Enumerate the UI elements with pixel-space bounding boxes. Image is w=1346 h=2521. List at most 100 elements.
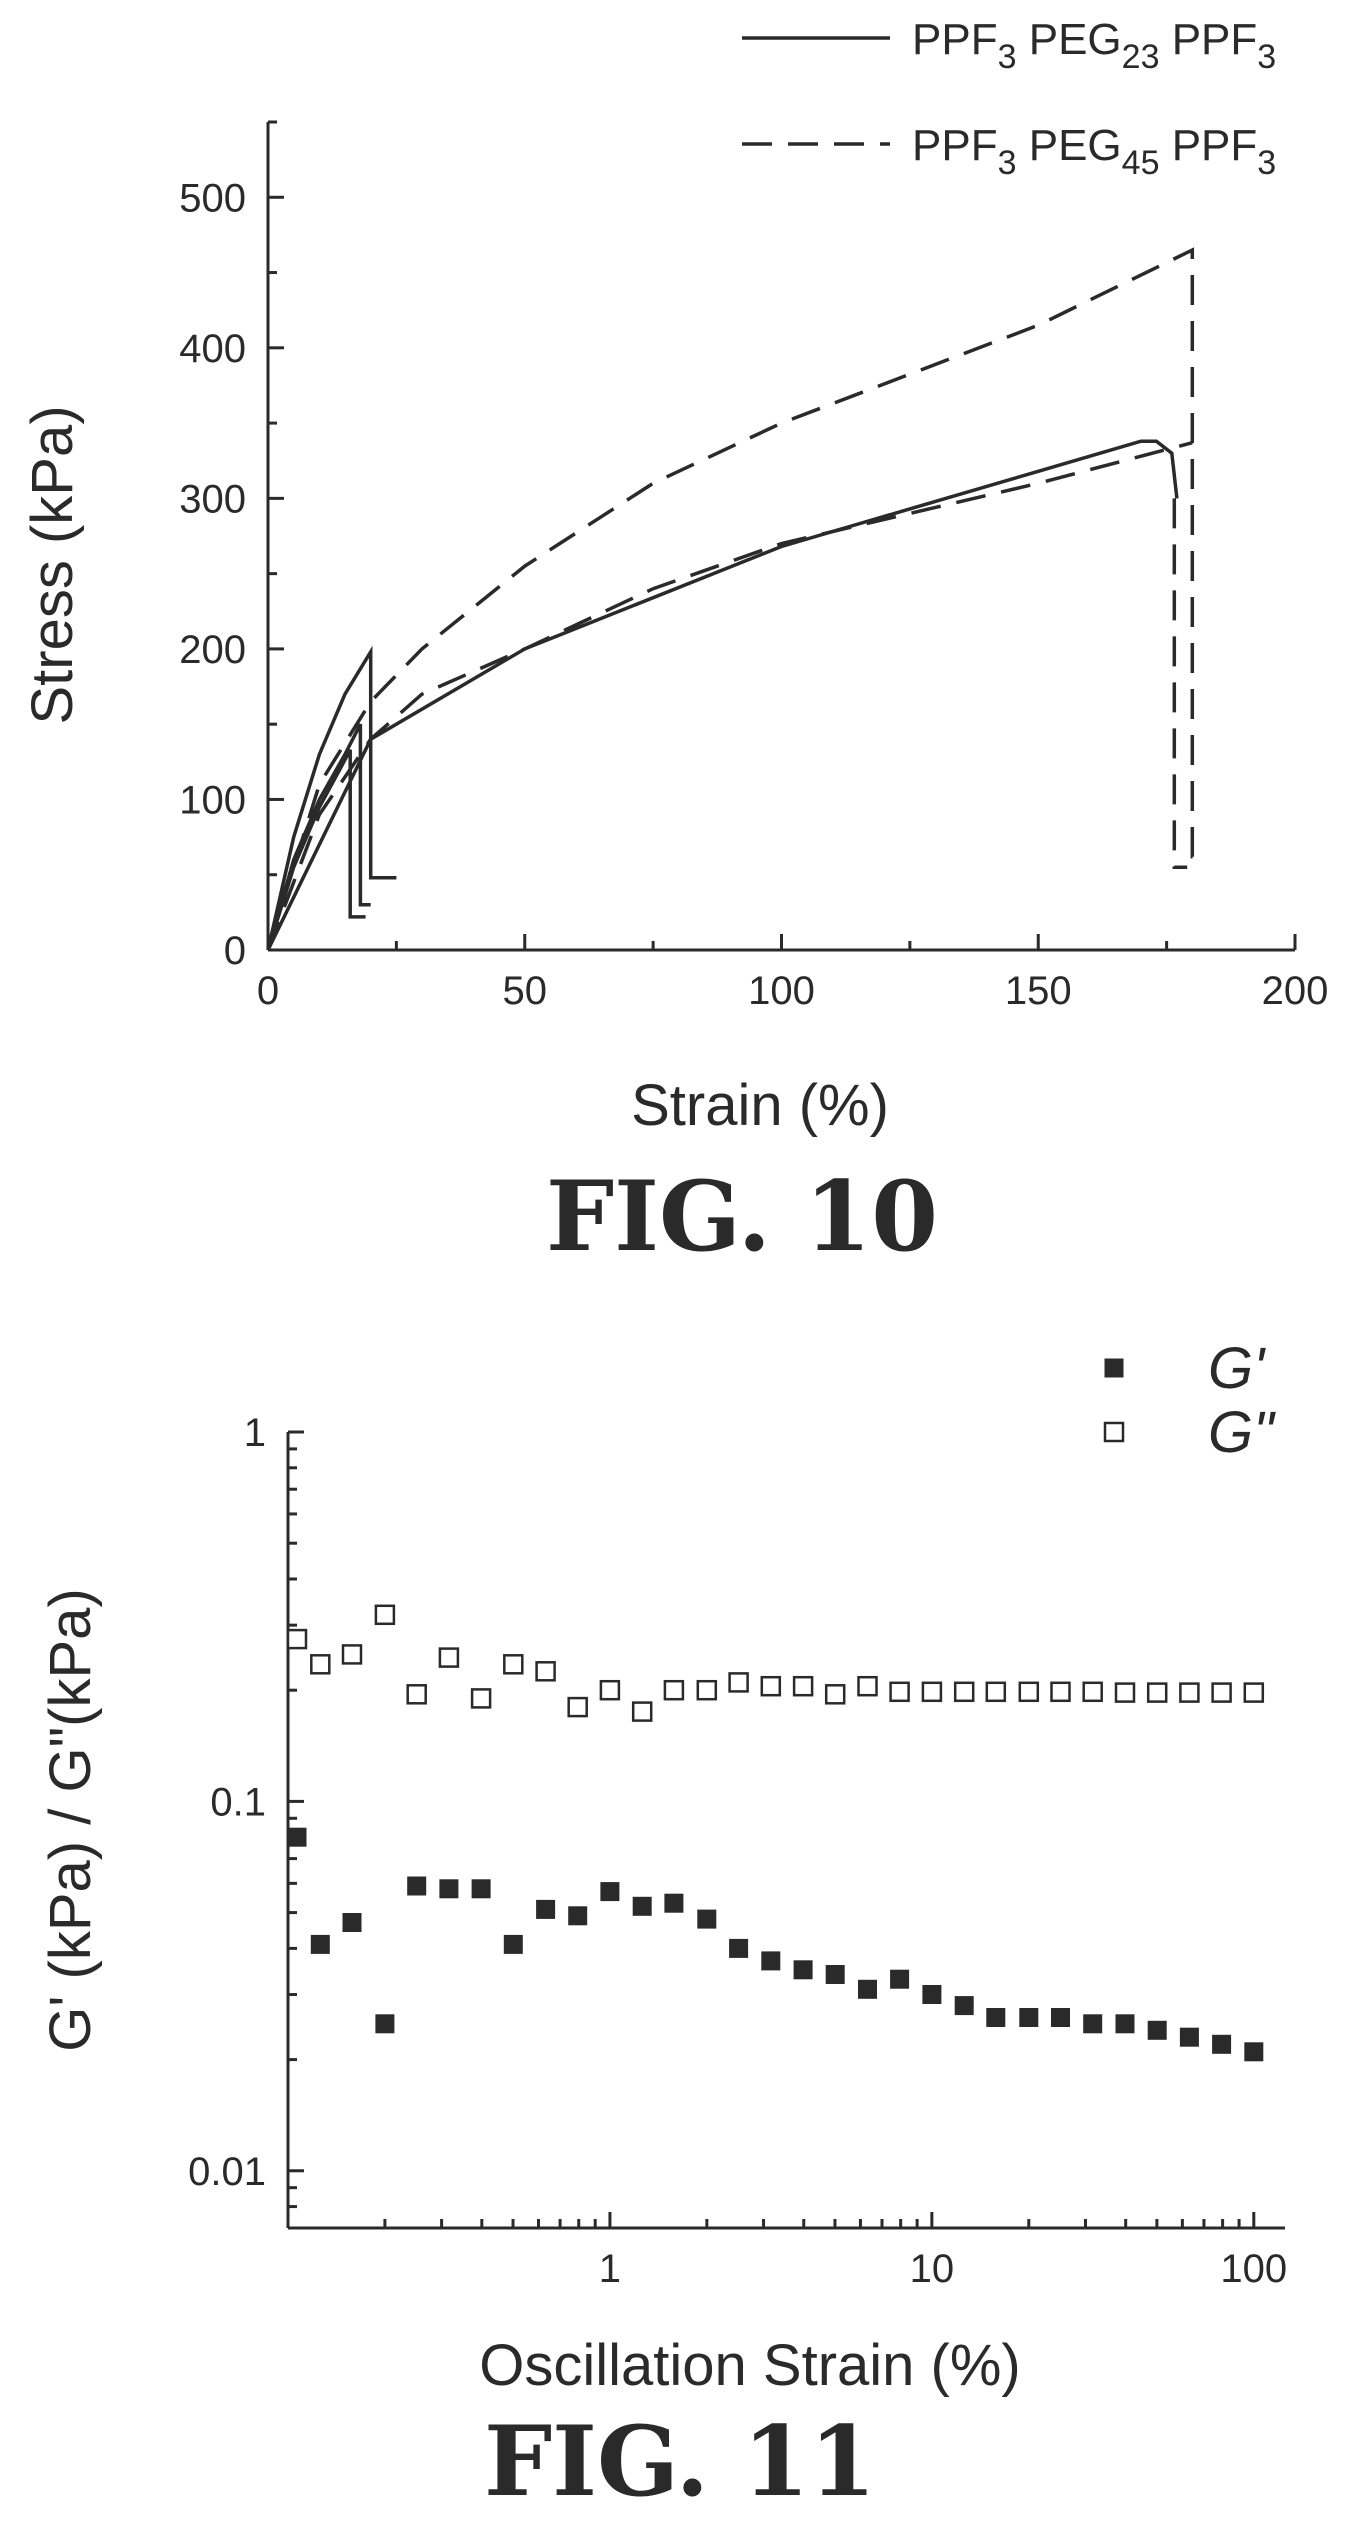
fig10-series-1-solid-line [266,645,397,951]
g-prime-point [342,1913,362,1932]
g-prime-point [825,1965,845,1984]
g-prime-point [1051,2008,1070,2027]
g-prime-point [1019,2008,1039,2027]
fig11-caption: FIG. 11 [484,2405,876,2516]
g-double-prime-point [1114,1682,1136,1703]
fig10-curves [266,247,1203,951]
fig10-y-tick-label: 400 [179,327,246,371]
g-prime-point [1115,2014,1135,2034]
g-double-prime-point [406,1684,427,1705]
fig11-x-tick-label: 100 [1220,2247,1287,2291]
fig10-y-tick-label: 100 [179,778,246,822]
g-prime-point [664,1893,684,1913]
g-double-prime-point [1146,1682,1168,1703]
fig10-x-tick-label: 100 [748,969,815,1013]
legend-text-part: PEG [1017,15,1122,64]
g-prime-point [310,1934,330,1954]
g-double-prime-point [438,1647,460,1668]
g-double-prime-point [1082,1681,1103,1703]
legend-text-part: PPF [1159,121,1257,170]
fig10-y-tick-label: 0 [224,929,246,973]
g-double-prime-point [374,1604,396,1626]
g-prime-point [1244,2042,1264,2062]
legend-text-part: PPF [912,15,998,64]
g-double-prime-point [1243,1682,1265,1703]
g-prime-point [922,1985,942,2004]
g-double-prime-point [921,1681,943,1703]
g-double-prime-point [696,1679,718,1701]
g-prime-point [287,1827,307,1847]
g-prime-point [632,1896,652,1916]
g-double-prime-point [310,1654,331,1675]
fig11-legend-label-1: G' [1208,1336,1266,1401]
fig10-legend-label-1: PPF3 PEG23 PPF3 [912,15,1276,76]
g-double-prime-point [824,1684,846,1705]
fig10-y-axis-title: Stress (kPa) [20,405,85,724]
fig10-series-2-solid-line [266,723,371,951]
legend-subscript: 3 [1257,144,1276,182]
modulus-strain-chart: 1 10 100 0.01 0.1 1 G'G" Oscillation Strain (… [38,1336,1287,2518]
fig10-axes: 0 50 100 150 200 0 100 200 300 400 500 [179,120,1329,1013]
legend-text-part: PEG [1017,121,1122,170]
legend-text-part: PPF [1159,15,1257,64]
g-prime-point [697,1909,717,1929]
fig10-x-tick-label: 200 [1262,969,1329,1013]
g-double-prime-point [567,1696,588,1718]
g-double-prime-point [760,1675,782,1697]
legend-open-square-marker [1103,1421,1125,1443]
g-double-prime-point [1211,1682,1232,1703]
g-double-prime-point [1018,1681,1040,1703]
g-prime-point [954,1996,974,2016]
g-prime-point [890,1969,910,1989]
fig10-x-axis-title: Strain (%) [631,1073,889,1138]
legend-subscript: 3 [998,38,1017,76]
stress-strain-chart: 0 50 100 150 200 0 100 200 300 400 500 PPF3 PEG23 … [20,15,1328,1273]
g-prime-point [471,1879,491,1899]
legend-subscript: 3 [998,144,1017,182]
legend-filled-square-marker [1104,1358,1124,1378]
fig10-series-5-dashed-line [266,247,1203,951]
fig11-y-tick-label: 0.01 [188,2150,266,2194]
g-prime-point [439,1879,459,1899]
fig10-series-6-dashed-line [266,441,1193,951]
g-double-prime-point [599,1679,621,1701]
fig10-caption: FIG. 10 [546,1160,938,1273]
legend-text-part: PPF [912,121,998,170]
g-prime-point [793,1960,813,1980]
g-prime-point [986,2008,1006,2027]
fig10-series-7-dashed-line [1172,498,1188,869]
g-prime-point [503,1934,523,1954]
g-prime-point [536,1899,556,1919]
g-double-prime-point [341,1644,363,1665]
fig10-series-3-solid-line [266,748,366,951]
legend-subscript: 45 [1122,144,1160,182]
fig10-x-tick-label: 150 [1005,969,1072,1013]
fig10-series-4-solid-line [266,439,1179,951]
g-double-prime-point [1179,1682,1200,1703]
g-double-prime-point [792,1675,814,1697]
fig11-legend-label-2: G" [1208,1400,1276,1465]
fig10-y-tick-label: 200 [179,628,246,672]
fig11-x-tick-label: 1 [599,2247,621,2291]
fig10-y-tick-label: 300 [179,477,246,521]
fig10-legend-label-2: PPF3 PEG45 PPF3 [912,121,1276,182]
g-prime-point [375,2014,395,2034]
fig11-axes: 1 10 100 0.01 0.1 1 [188,1411,1287,2291]
g-prime-point [568,1906,588,1926]
legend-subscript: 23 [1122,38,1160,76]
fig11-points [286,1604,1265,2062]
g-prime-point [407,1876,427,1896]
fig10-x-tick-label: 50 [503,969,548,1013]
g-prime-point [1179,2027,1199,2047]
fig11-y-tick-label: 0.1 [210,1780,266,1824]
g-double-prime-point [889,1681,910,1703]
fig11-legend: G'G" [1103,1336,1276,1465]
g-double-prime-point [1050,1681,1071,1703]
fig11-x-tick-label: 10 [910,2247,955,2291]
g-prime-point [600,1882,620,1902]
g-double-prime-point [286,1628,308,1650]
g-double-prime-point [503,1654,524,1675]
g-double-prime-point [663,1679,685,1701]
